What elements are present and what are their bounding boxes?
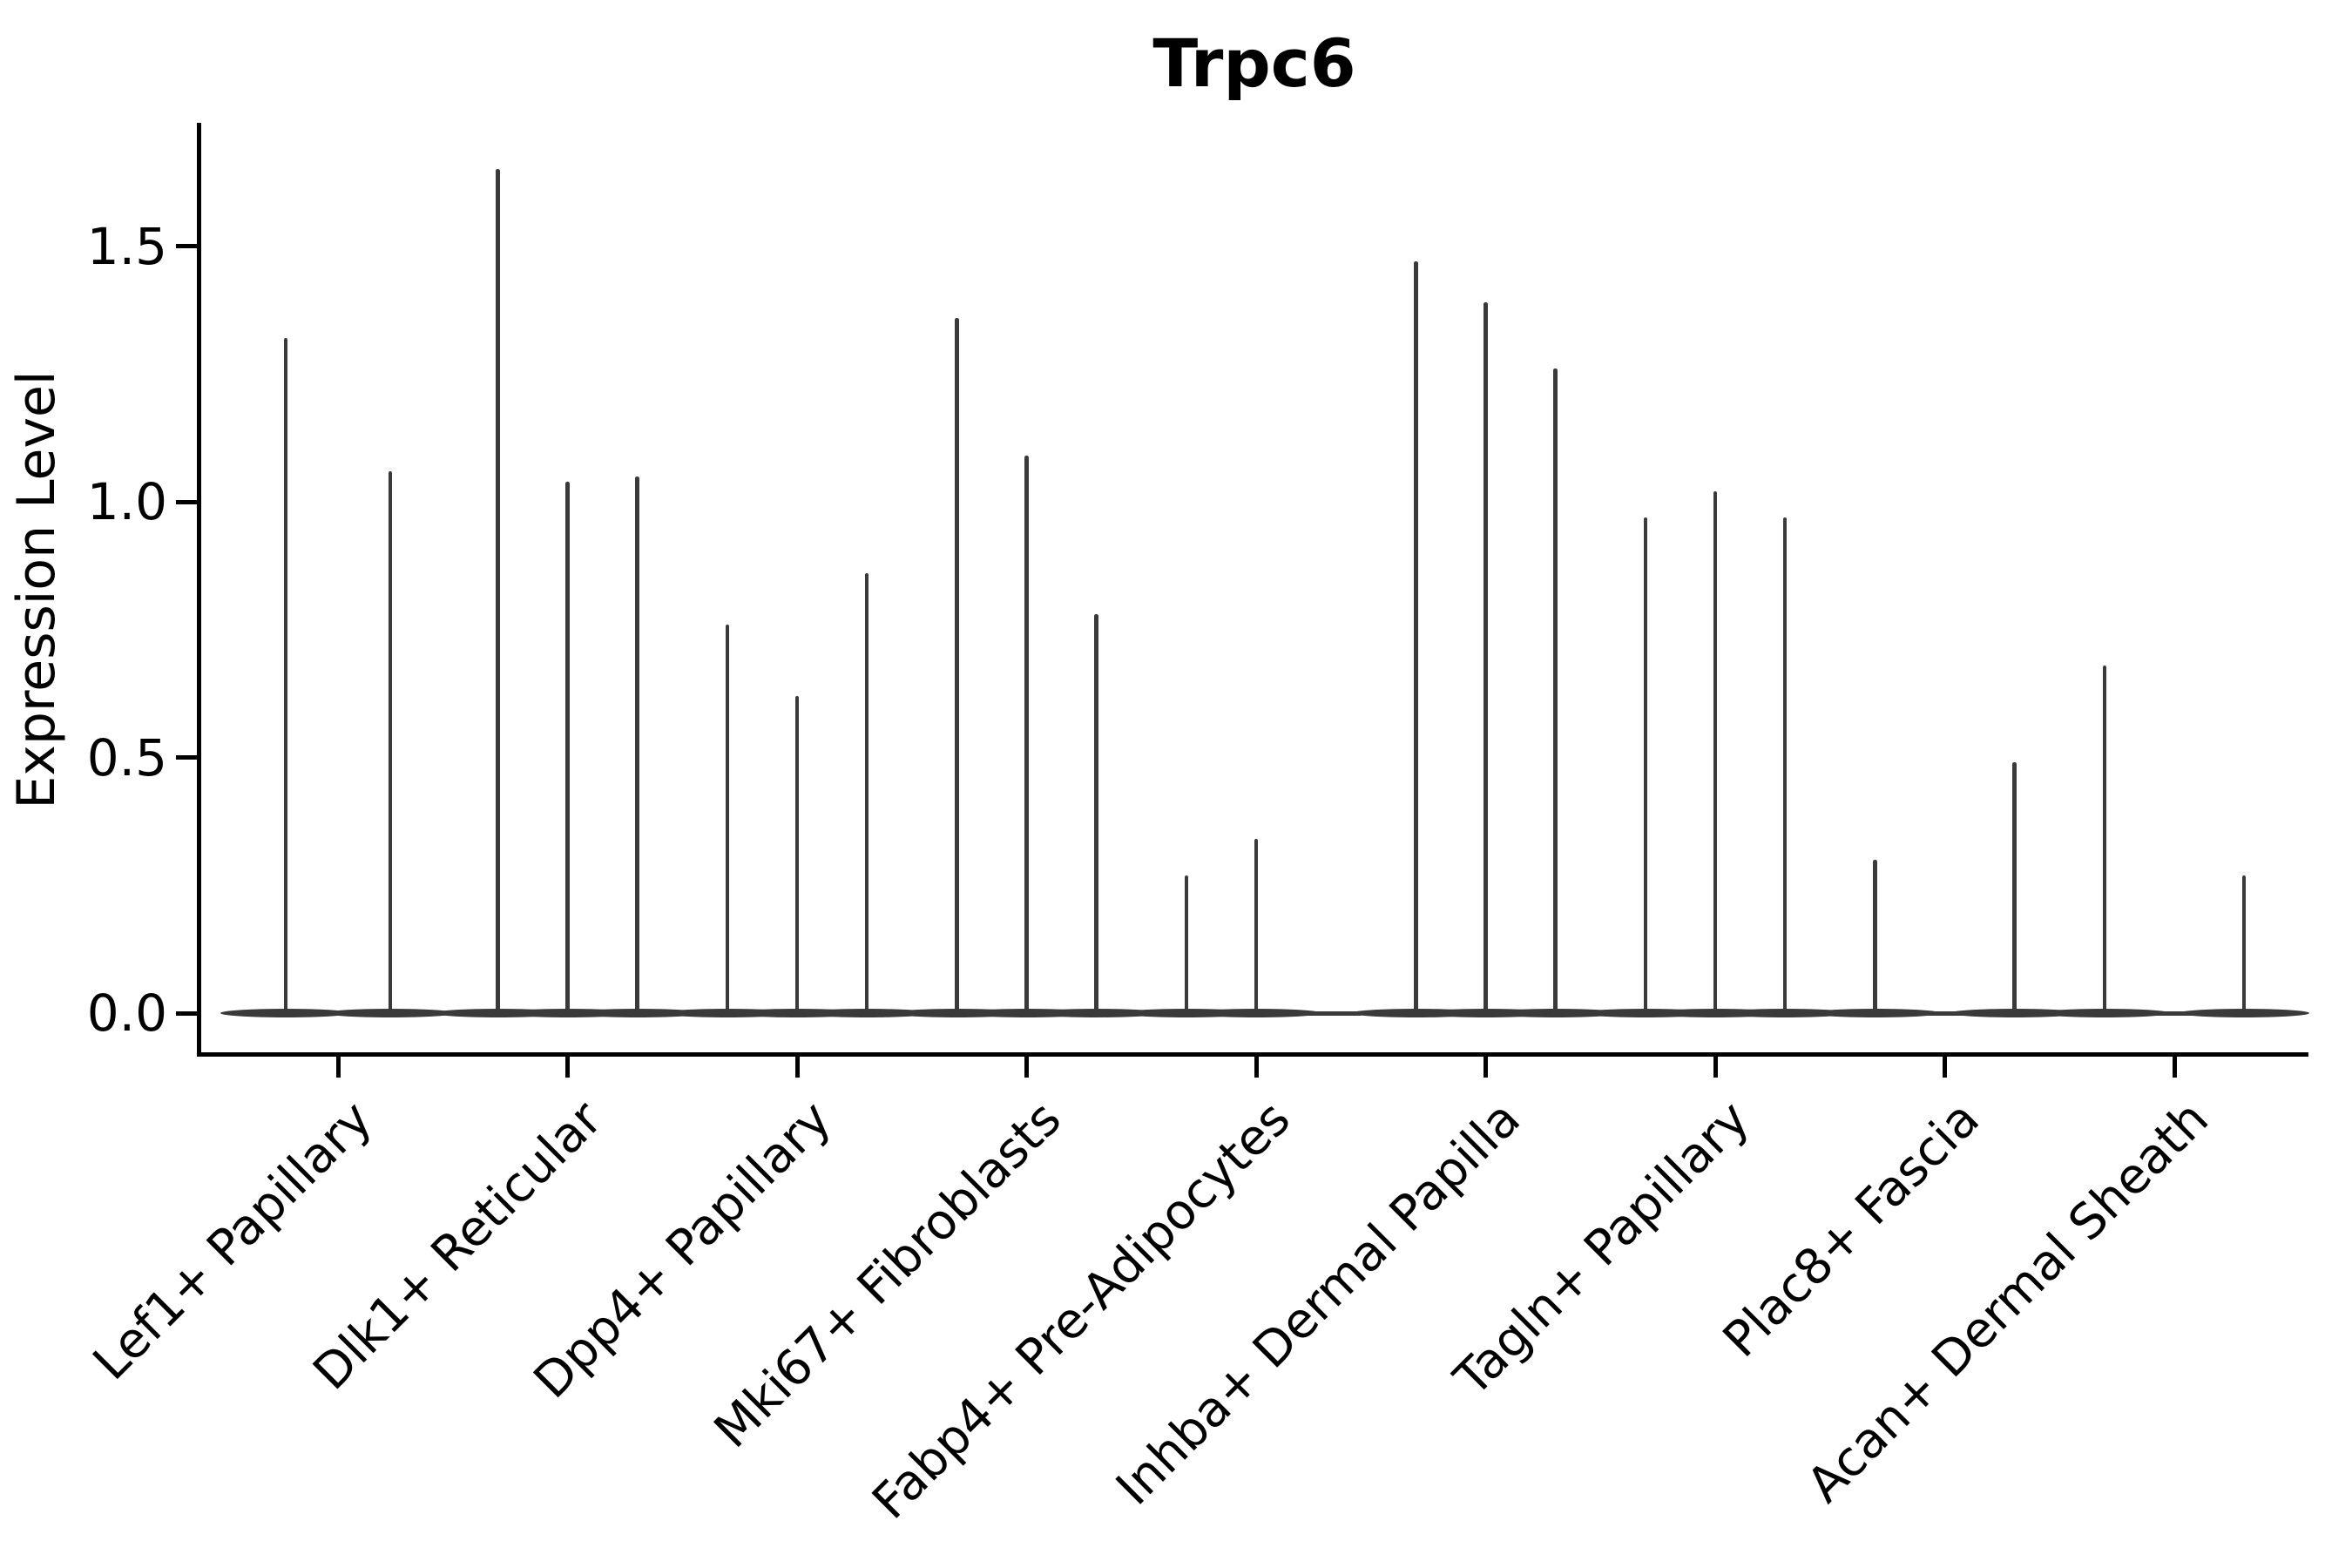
y-tick-label: 1.5: [86, 216, 167, 276]
violin-spike: [565, 481, 570, 1016]
x-tick-label: Acan+ Dermal Sheath: [1796, 1090, 2220, 1514]
violin-spike: [1024, 456, 1029, 1016]
violin-spike: [955, 317, 959, 1016]
violin-spike: [794, 696, 800, 1016]
violin-spike: [1553, 368, 1558, 1016]
x-tick: [335, 1057, 341, 1078]
y-tick: [176, 755, 197, 760]
violin-spike: [1643, 517, 1648, 1016]
violin-spike: [283, 338, 288, 1016]
x-tick-label: Plac8+ Fascia: [1712, 1090, 1990, 1369]
violin-baseline: [1838, 1010, 2051, 1016]
violin-spike: [1713, 491, 1718, 1016]
y-tick-label: 0.5: [86, 727, 167, 787]
x-tick: [1943, 1057, 1947, 1078]
violin-spike: [635, 476, 639, 1016]
violin-spike: [1414, 261, 1418, 1016]
x-tick: [1484, 1057, 1488, 1078]
violin-spike: [1782, 517, 1788, 1016]
x-tick: [1713, 1057, 1718, 1078]
x-tick: [2172, 1057, 2177, 1078]
violin-spike: [864, 573, 869, 1016]
violin-spike: [388, 470, 393, 1016]
violin-spike: [2102, 665, 2107, 1016]
x-tick-label: Tagln+ Papillary: [1443, 1090, 1761, 1408]
y-tick-label: 0.0: [86, 983, 167, 1043]
violin-spike: [496, 169, 500, 1016]
y-tick: [176, 499, 197, 504]
x-tick-label: Inhba+ Dermal Papilla: [1105, 1090, 1531, 1517]
violin-spike: [1873, 859, 1877, 1016]
x-tick: [794, 1057, 800, 1078]
x-tick: [565, 1057, 570, 1078]
violin-spike: [725, 624, 730, 1016]
x-tick-label: Fabp4+ Pre-Adipocytes: [862, 1090, 1301, 1531]
violin-baseline: [2068, 1010, 2281, 1016]
violin-spike: [1184, 875, 1189, 1016]
violin-spike: [2012, 762, 2017, 1016]
x-axis-spine: [197, 1052, 2308, 1057]
violin-spike: [1484, 302, 1488, 1016]
violin-spike: [2241, 875, 2247, 1016]
plot-title: Trpc6: [1152, 24, 1356, 102]
x-tick-label: Dlk1+ Reticular: [301, 1090, 613, 1402]
violin-spike: [1094, 614, 1098, 1016]
y-tick-label: 1.0: [86, 472, 167, 531]
x-tick-label: Mki67+ Fibroblasts: [703, 1090, 1072, 1459]
x-tick-label: Dpp4+ Papillary: [523, 1090, 842, 1410]
violin-spike: [1254, 839, 1259, 1016]
x-tick: [1024, 1057, 1029, 1078]
x-tick: [1254, 1057, 1259, 1078]
y-tick: [176, 244, 197, 248]
y-axis-spine: [197, 123, 201, 1057]
y-tick: [176, 1010, 197, 1016]
